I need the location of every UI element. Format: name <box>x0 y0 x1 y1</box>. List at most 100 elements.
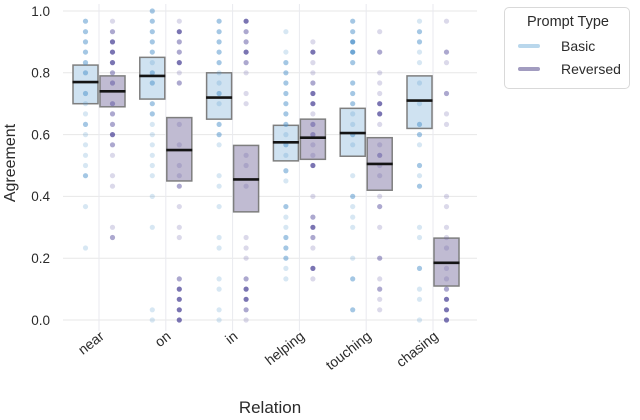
strip-point-in-reversed <box>243 49 249 55</box>
strip-point-helping-basic <box>283 111 289 117</box>
strip-point-chasing-basic <box>416 29 423 35</box>
strip-point-chasing-basic <box>416 162 423 169</box>
strip-point-in-basic <box>216 18 222 24</box>
strip-point-on-reversed <box>176 39 182 45</box>
strip-point-on-basic <box>149 60 155 66</box>
strip-point-on-basic <box>149 39 155 45</box>
strip-point-in-reversed <box>243 307 249 313</box>
strip-point-in-basic <box>216 183 222 189</box>
box-on-basic <box>139 56 166 100</box>
box-chasing-basic <box>406 75 433 130</box>
strip-point-near-reversed <box>109 152 116 158</box>
strip-point-helping-basic <box>283 80 289 86</box>
strip-point-near-reversed <box>109 183 116 189</box>
strip-point-helping-reversed <box>310 276 316 282</box>
x-axis-title: Relation <box>238 398 302 417</box>
strip-point-on-reversed <box>176 18 182 24</box>
strip-point-touching-basic <box>350 80 356 86</box>
strip-point-near-basic <box>82 18 89 24</box>
strip-point-on-reversed <box>176 121 182 128</box>
strip-point-chasing-reversed <box>443 276 450 282</box>
strip-point-helping-reversed <box>310 193 316 199</box>
strip-point-helping-reversed <box>310 214 316 220</box>
strip-point-chasing-basic <box>416 183 423 189</box>
strip-point-near-reversed <box>109 101 116 107</box>
strip-point-chasing-basic <box>416 234 423 241</box>
box-near-basic <box>72 64 99 105</box>
strip-point-touching-basic <box>350 111 356 117</box>
strip-point-near-basic <box>82 60 89 66</box>
strip-point-helping-reversed <box>310 265 316 271</box>
strip-point-touching-basic <box>350 276 356 282</box>
strip-point-in-reversed <box>243 296 249 302</box>
strip-point-on-reversed <box>176 29 182 35</box>
strip-point-touching-basic <box>350 18 356 24</box>
strip-point-helping-reversed <box>310 142 316 148</box>
strip-point-in-basic <box>216 121 222 128</box>
strip-point-on-reversed <box>176 173 182 179</box>
strip-point-helping-basic <box>283 234 289 241</box>
strip-point-in-basic <box>216 173 222 179</box>
strip-point-in-reversed <box>243 183 249 189</box>
strip-point-on-reversed <box>176 142 182 148</box>
strip-point-helping-reversed <box>310 132 316 138</box>
strip-point-near-basic <box>82 39 89 45</box>
strip-point-chasing-reversed <box>443 224 450 230</box>
strip-point-on-basic <box>149 121 155 128</box>
strip-point-helping-basic <box>283 90 289 97</box>
strip-point-touching-basic <box>350 214 356 220</box>
strip-point-touching-reversed <box>377 90 383 97</box>
x-tick-label: on <box>152 328 174 350</box>
strip-point-on-basic <box>149 173 155 179</box>
strip-point-near-reversed <box>109 132 116 138</box>
strip-point-helping-basic <box>283 265 289 271</box>
strip-point-touching-basic <box>350 60 356 66</box>
strip-point-chasing-basic <box>416 317 423 323</box>
strip-point-touching-reversed <box>377 80 383 86</box>
strip-point-touching-reversed <box>377 307 383 313</box>
strip-point-in-basic <box>216 39 222 45</box>
strip-point-chasing-reversed <box>443 234 450 241</box>
strip-point-near-reversed <box>109 49 116 55</box>
strip-point-chasing-reversed <box>443 286 450 292</box>
strip-point-in-basic <box>216 60 222 66</box>
strip-point-helping-reversed <box>310 234 316 241</box>
strip-point-near-basic <box>82 173 89 179</box>
strip-point-in-basic <box>216 49 222 55</box>
strip-point-near-reversed <box>109 70 116 76</box>
strip-point-touching-basic <box>350 224 356 230</box>
strip-point-helping-reversed <box>310 224 316 230</box>
strip-point-near-basic <box>82 203 89 210</box>
strip-point-chasing-reversed <box>443 245 450 251</box>
strip-point-helping-reversed <box>310 121 316 128</box>
y-axis-title: Agreement <box>2 123 19 203</box>
y-tick-label: 0.2 <box>31 251 50 266</box>
legend-title: Prompt Type <box>527 14 609 30</box>
strip-point-on-basic <box>149 70 155 76</box>
strip-point-helping-basic <box>283 203 289 210</box>
strip-point-touching-reversed <box>377 193 383 199</box>
strip-point-touching-reversed <box>377 152 383 158</box>
strip-point-touching-reversed <box>377 296 383 302</box>
strip-point-touching-reversed <box>377 111 383 117</box>
strip-point-helping-reversed <box>310 70 316 76</box>
strip-point-helping-basic <box>283 245 289 251</box>
strip-point-chasing-basic <box>416 39 423 45</box>
strip-point-helping-basic <box>283 152 289 158</box>
strip-point-in-basic <box>216 234 222 241</box>
strip-point-helping-reversed <box>310 152 316 158</box>
strip-point-touching-reversed <box>377 121 383 128</box>
strip-point-helping-basic <box>283 178 289 184</box>
strip-point-in-basic <box>216 101 222 107</box>
strip-point-on-basic <box>149 111 155 117</box>
legend-label-basic: Basic <box>561 37 596 54</box>
strip-point-chasing-basic <box>416 296 423 302</box>
strip-point-on-basic <box>149 193 155 199</box>
strip-point-on-reversed <box>176 296 182 302</box>
strip-point-on-reversed <box>176 276 182 282</box>
strip-point-on-reversed <box>176 224 182 230</box>
strip-point-helping-basic <box>283 255 289 261</box>
strip-point-chasing-reversed <box>443 193 450 199</box>
strip-point-on-reversed <box>176 307 182 313</box>
strip-point-on-reversed <box>176 286 182 292</box>
